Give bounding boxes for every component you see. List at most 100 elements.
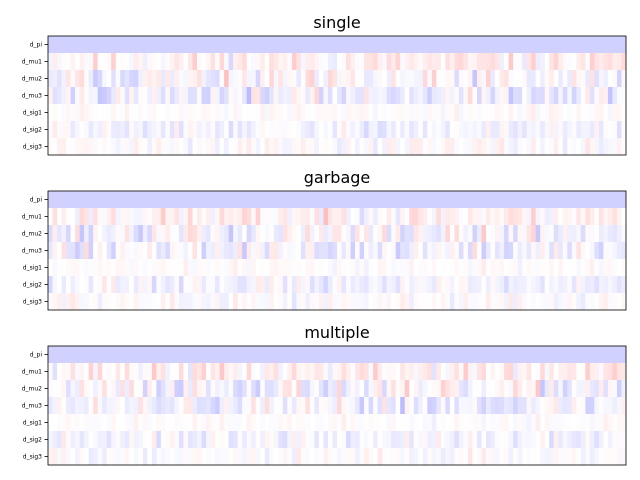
heatmap-cell (79, 293, 85, 311)
heatmap-cell (278, 397, 284, 415)
heatmap-cell (508, 121, 514, 139)
heatmap-cell (440, 138, 446, 156)
heatmap-cell (504, 346, 509, 364)
heatmap-cell (508, 276, 514, 294)
heatmap-cell (251, 138, 257, 156)
heatmap-cell (183, 346, 189, 364)
heatmap-cell (273, 53, 279, 71)
heatmap-cell (585, 259, 591, 277)
heatmap-cell (48, 138, 53, 156)
heatmap-cell (165, 293, 171, 311)
heatmap-cell (436, 448, 442, 466)
heatmap-cell (215, 242, 220, 260)
heatmap-cell (395, 414, 401, 432)
heatmap-cell (449, 363, 455, 381)
heatmap-cell (499, 242, 505, 260)
heatmap-cell (413, 293, 419, 311)
heatmap-cell (486, 121, 491, 139)
heatmap-cell (147, 397, 153, 415)
heatmap-cell (431, 431, 437, 449)
heatmap-cell (463, 346, 469, 364)
heatmap-cell (201, 191, 207, 209)
heatmap-cell (93, 431, 98, 449)
heatmap-cell (467, 397, 473, 415)
heatmap-cell (594, 36, 600, 54)
heatmap-cell (88, 208, 94, 226)
heatmap-cell (178, 346, 184, 364)
heatmap-cell (133, 53, 139, 71)
heatmap-cell (305, 87, 311, 105)
heatmap-cell (187, 70, 193, 88)
heatmap-cell (138, 380, 144, 398)
heatmap-cell (84, 363, 89, 381)
heatmap-cell (616, 36, 622, 54)
heatmap-cell (553, 293, 559, 311)
heatmap-cell (409, 414, 415, 432)
heatmap-cell (562, 293, 568, 311)
heatmap-cell (115, 414, 121, 432)
heatmap-cell (431, 380, 437, 398)
heatmap-cell (282, 380, 288, 398)
heatmap-cell (84, 225, 89, 243)
heatmap-cell (576, 104, 582, 122)
heatmap-cell (467, 448, 473, 466)
heatmap-cell (151, 242, 157, 260)
heatmap-cell (133, 293, 139, 311)
heatmap-cell (93, 138, 98, 156)
heatmap-cell (508, 104, 514, 122)
heatmap-cell (327, 431, 333, 449)
heatmap-cell (246, 414, 252, 432)
heatmap-cell (373, 87, 378, 105)
heatmap-cell (70, 293, 76, 311)
heatmap-cell (355, 431, 360, 449)
heatmap-cell (323, 293, 329, 311)
heatmap-cell (224, 70, 229, 88)
heatmap-cell (418, 208, 424, 226)
heatmap-cell (57, 138, 62, 156)
heatmap-cell (255, 397, 261, 415)
heatmap-cell (368, 36, 374, 54)
heatmap-cell (57, 121, 62, 139)
heatmap-cell (499, 380, 505, 398)
heatmap-cell (142, 104, 148, 122)
heatmap-cell (580, 293, 586, 311)
heatmap-cell (178, 208, 184, 226)
heatmap-cell (377, 138, 383, 156)
heatmap-cell (197, 242, 202, 260)
heatmap-cell (445, 380, 451, 398)
heatmap-cell (97, 293, 103, 311)
heatmap-cell (187, 276, 193, 294)
heatmap-cell (255, 346, 261, 364)
heatmap-cell (237, 346, 243, 364)
heatmap-cell (472, 36, 478, 54)
heatmap-cell (481, 363, 487, 381)
heatmap-cell (237, 414, 243, 432)
heatmap-cell (260, 191, 266, 209)
heatmap-cell (273, 293, 279, 311)
heatmap-cell (192, 259, 198, 277)
heatmap-cell (300, 138, 306, 156)
heatmap-cell (589, 414, 595, 432)
heatmap-cell (458, 276, 464, 294)
heatmap-cell (400, 293, 406, 311)
heatmap-cell (612, 208, 618, 226)
heatmap-cell (526, 276, 532, 294)
heatmap-cell (61, 259, 67, 277)
heatmap-cell (66, 397, 71, 415)
heatmap-cell (165, 87, 171, 105)
heatmap-cell (174, 242, 180, 260)
heatmap-cell (508, 225, 514, 243)
heatmap-cell (504, 191, 509, 209)
heatmap-cell (517, 397, 523, 415)
heatmap-cell (138, 104, 144, 122)
heatmap-cell (409, 121, 415, 139)
heatmap-cell (142, 242, 148, 260)
heatmap-cell (422, 293, 428, 311)
heatmap-cell (449, 276, 455, 294)
heatmap-cell (210, 70, 216, 88)
heatmap-cell (260, 363, 266, 381)
heatmap-cell (373, 259, 378, 277)
heatmap-cell (228, 104, 234, 122)
heatmap-cell (228, 380, 234, 398)
heatmap-cell (558, 431, 564, 449)
